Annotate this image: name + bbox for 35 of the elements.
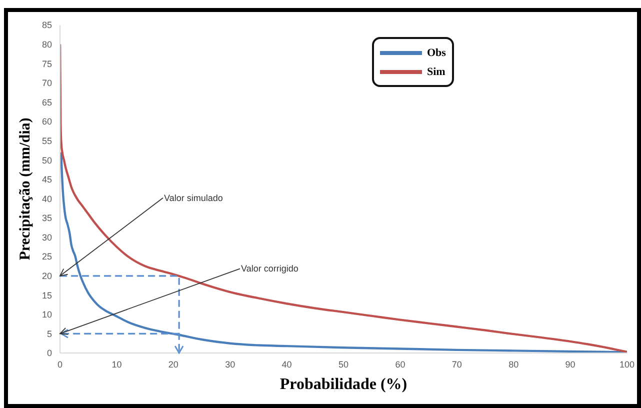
x-tick-label: 100 (619, 359, 635, 370)
x-tick-label: 10 (112, 359, 122, 370)
x-tick-label: 90 (565, 359, 576, 370)
y-tick-label: 5 (46, 328, 52, 339)
x-tick-label: 0 (57, 359, 63, 370)
y-tick-label: 60 (42, 116, 52, 127)
x-tick-label: 80 (508, 359, 519, 370)
annotation: Valor corrigido (241, 264, 298, 274)
x-tick-label: 20 (168, 359, 178, 370)
y-tick-label: 20 (42, 271, 52, 282)
y-tick-label: 30 (42, 232, 52, 242)
y-tick-label: 15 (42, 290, 52, 300)
legend-label: Sim (427, 66, 446, 78)
y-tick-label: 25 (42, 252, 52, 262)
annotation: Valor simulado (164, 192, 223, 203)
y-tick-label: 50 (42, 155, 52, 166)
x-tick-label: 70 (452, 359, 462, 370)
x-tick-label: 50 (338, 359, 349, 370)
y-tick-label: 45 (42, 174, 52, 185)
x-tick-label: 40 (282, 359, 292, 370)
y-tick-label: 80 (42, 39, 52, 50)
y-tick-label: 10 (42, 310, 52, 320)
y-tick-label: 0 (46, 348, 52, 358)
y-tick-label: 40 (42, 194, 52, 204)
y-tick-label: 70 (42, 78, 52, 88)
x-tick-label: 30 (225, 359, 236, 370)
y-tick-label: 35 (42, 213, 52, 224)
x-tick-label: 60 (395, 359, 406, 370)
y-tick-label: 65 (42, 97, 52, 108)
y-tick-label: 85 (42, 20, 52, 30)
x-axis-title: Probabilidade (%) (280, 376, 408, 393)
y-axis-title: Precipitação (mm/dia) (17, 118, 34, 260)
legend-label: Obs (427, 46, 446, 58)
y-tick-label: 75 (42, 58, 52, 69)
y-tick-label: 55 (42, 136, 52, 146)
